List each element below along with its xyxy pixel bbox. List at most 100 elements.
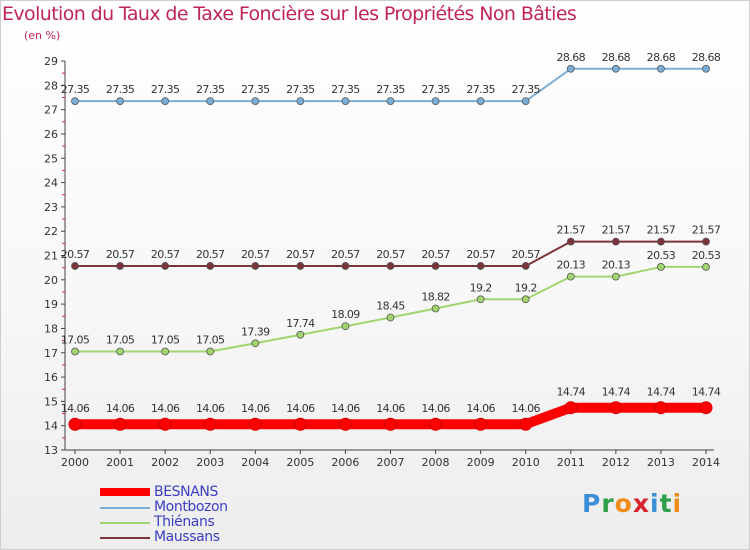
chart-title: Evolution du Taux de Taxe Foncière sur l… xyxy=(2,3,577,25)
data-point xyxy=(566,237,575,246)
data-label: 20.57 xyxy=(286,248,315,261)
data-label: 14.06 xyxy=(61,402,90,415)
data-point xyxy=(251,97,260,106)
data-point xyxy=(564,401,578,415)
x-tick-label: 2006 xyxy=(331,456,359,469)
data-label: 14.06 xyxy=(331,402,360,415)
data-point xyxy=(699,401,713,415)
data-label: 27.35 xyxy=(331,83,360,96)
data-label: 21.57 xyxy=(692,224,721,237)
y-tick-label: 15 xyxy=(44,395,58,408)
data-point xyxy=(474,417,488,431)
data-label: 17.74 xyxy=(286,317,315,330)
data-point xyxy=(251,339,260,348)
data-point xyxy=(654,401,668,415)
data-point xyxy=(71,262,79,270)
legend: BESNANS Montbozon Thiénans Maussans xyxy=(100,484,300,545)
data-label: 27.35 xyxy=(421,83,450,96)
data-label: 17.05 xyxy=(61,334,90,347)
data-point xyxy=(386,313,395,322)
data-point xyxy=(206,347,215,356)
data-point xyxy=(296,262,305,270)
legend-item: BESNANS xyxy=(100,484,300,500)
data-label: 28.68 xyxy=(602,51,631,64)
data-label: 14.74 xyxy=(602,386,631,399)
y-tick-label: 27 xyxy=(44,104,58,117)
x-tick-label: 2001 xyxy=(106,456,134,469)
legend-item: Montbozon xyxy=(100,499,300,515)
data-label: 14.74 xyxy=(692,386,721,399)
data-label: 28.68 xyxy=(692,51,721,64)
data-point xyxy=(431,97,440,106)
data-label: 19.2 xyxy=(515,281,537,294)
data-point xyxy=(68,417,82,431)
data-label: 18.82 xyxy=(421,291,450,304)
data-label: 14.74 xyxy=(557,386,586,399)
y-tick-label: 29 xyxy=(44,55,58,68)
data-point xyxy=(702,263,710,271)
y-tick-label: 13 xyxy=(44,444,58,457)
data-point xyxy=(657,64,665,73)
y-tick-label: 16 xyxy=(44,371,58,384)
x-tick-label: 2008 xyxy=(422,456,450,469)
data-point xyxy=(566,64,575,73)
data-label: 17.05 xyxy=(151,334,180,347)
data-point xyxy=(71,97,79,106)
data-point xyxy=(341,262,350,270)
data-label: 27.35 xyxy=(286,83,315,96)
data-point xyxy=(657,263,665,271)
logo-letter: x xyxy=(632,489,650,518)
data-point xyxy=(161,97,170,106)
data-label: 14.06 xyxy=(466,402,495,415)
data-point xyxy=(566,272,575,281)
legend-swatch xyxy=(100,488,150,496)
y-tick-label: 17 xyxy=(44,347,58,360)
data-label: 14.06 xyxy=(286,402,315,415)
data-label: 17.05 xyxy=(106,334,135,347)
data-point xyxy=(431,262,440,270)
data-label: 27.35 xyxy=(376,83,405,96)
data-label: 18.45 xyxy=(376,299,405,312)
data-label: 20.57 xyxy=(376,248,405,261)
data-point xyxy=(206,262,215,270)
x-tick-label: 2010 xyxy=(512,456,540,469)
data-point xyxy=(521,97,530,106)
data-point xyxy=(206,97,215,106)
data-point xyxy=(657,237,665,246)
data-point xyxy=(338,417,352,431)
x-tick-label: 2009 xyxy=(467,456,495,469)
x-tick-label: 2012 xyxy=(602,456,630,469)
data-label: 27.35 xyxy=(61,83,90,96)
data-point xyxy=(161,347,170,356)
data-point xyxy=(521,262,530,270)
x-tick-label: 2007 xyxy=(377,456,405,469)
data-label: 27.35 xyxy=(511,83,540,96)
data-point xyxy=(158,417,172,431)
y-tick-label: 21 xyxy=(44,250,58,263)
y-tick-label: 25 xyxy=(44,152,58,165)
data-point xyxy=(702,237,710,246)
data-label: 21.57 xyxy=(602,224,631,237)
data-label: 21.57 xyxy=(557,224,586,237)
legend-label: Montbozon xyxy=(154,499,228,515)
data-label: 20.53 xyxy=(647,249,676,262)
x-tick-label: 2003 xyxy=(196,456,224,469)
legend-swatch xyxy=(100,507,150,509)
y-tick-label: 20 xyxy=(44,274,58,287)
x-tick-label: 2005 xyxy=(286,456,314,469)
data-label: 14.74 xyxy=(647,386,676,399)
data-point xyxy=(341,322,350,331)
y-tick-label: 24 xyxy=(44,177,58,190)
data-label: 20.13 xyxy=(557,259,586,272)
data-point xyxy=(611,64,620,73)
data-label: 20.57 xyxy=(151,248,180,261)
x-tick-label: 2002 xyxy=(151,456,179,469)
data-point xyxy=(611,237,620,246)
data-point xyxy=(296,330,305,339)
data-label: 14.06 xyxy=(376,402,405,415)
data-label: 27.35 xyxy=(106,83,135,96)
y-tick-label: 22 xyxy=(44,225,58,238)
data-label: 27.35 xyxy=(151,83,180,96)
data-point xyxy=(203,417,217,431)
